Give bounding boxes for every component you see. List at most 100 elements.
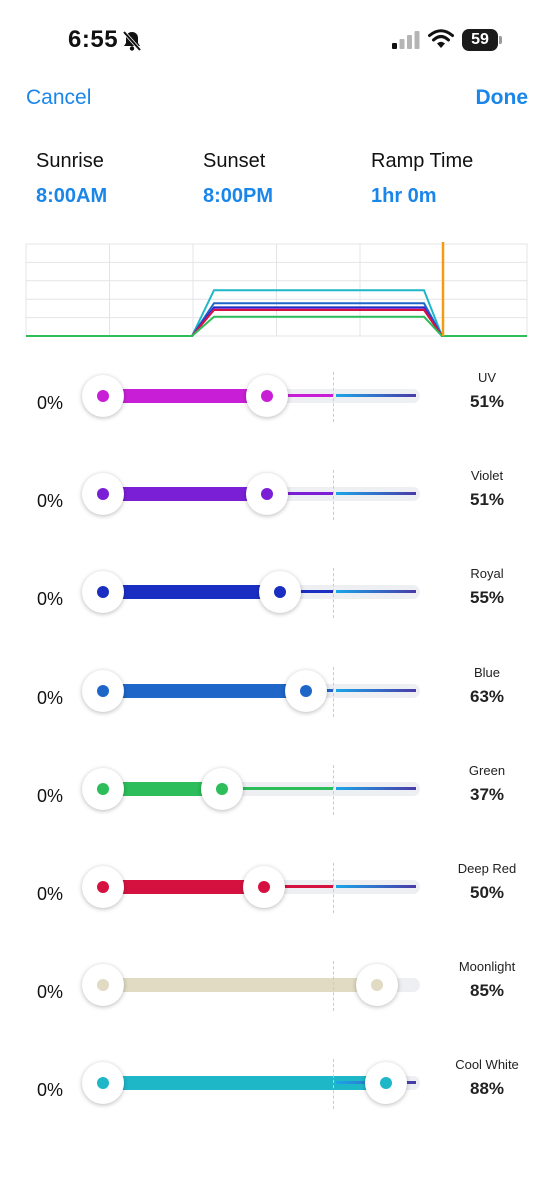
channel-divider <box>333 863 334 913</box>
sunset-value[interactable]: 8:00PM <box>203 185 274 207</box>
channel-night-line <box>336 786 416 790</box>
channel-name: Cool White <box>455 1057 519 1073</box>
handle-dot <box>370 979 383 992</box>
channel-min-label: 0% <box>37 1080 64 1101</box>
max-slider-handle[interactable] <box>243 866 285 908</box>
bell-slash-icon <box>122 30 142 52</box>
channel-min-label: 0% <box>37 982 64 1003</box>
handle-dot <box>97 979 109 992</box>
max-slider-handle[interactable] <box>259 571 302 614</box>
channel-divider <box>333 372 334 422</box>
handle-dot <box>97 488 109 501</box>
channel-divider <box>333 470 334 521</box>
chart-series-line <box>26 315 527 337</box>
channel-name: Deep Red <box>457 861 517 876</box>
handle-dot <box>299 684 312 697</box>
channel-min-label: 0% <box>37 589 64 610</box>
min-slider-handle[interactable] <box>82 866 124 908</box>
done-button[interactable]: Done <box>475 86 529 109</box>
channel-max-value: 55% <box>469 588 505 608</box>
channel-max-value: 51% <box>469 490 505 510</box>
channel-range-fill <box>102 683 306 698</box>
channel-min-label: 0% <box>37 785 64 806</box>
channel-name: Green <box>468 762 506 778</box>
handle-dot <box>97 390 109 402</box>
sunset-label: Sunset <box>203 150 266 172</box>
battery-level: 59 <box>462 29 498 51</box>
channel-row-blue: 0% Blue 63% <box>0 655 553 753</box>
handle-dot <box>261 488 274 501</box>
max-slider-handle[interactable] <box>284 669 327 712</box>
min-slider-handle[interactable] <box>82 964 124 1007</box>
ramp-time-label: Ramp Time <box>371 150 474 172</box>
channel-night-line <box>336 885 416 888</box>
ramp-time-value[interactable]: 1hr 0m <box>371 185 437 207</box>
sunrise-value[interactable]: 8:00AM <box>36 185 108 207</box>
max-slider-handle[interactable] <box>246 375 289 417</box>
max-slider-handle[interactable] <box>201 767 244 810</box>
ramp-time-setting[interactable]: Ramp Time 1hr 0m <box>371 150 473 208</box>
min-slider-handle[interactable] <box>82 767 124 810</box>
channel-min-label: 0% <box>37 884 64 904</box>
status-time: 6:55 <box>68 26 119 53</box>
sunset-setting[interactable]: Sunset 8:00PM <box>203 150 273 208</box>
min-slider-handle[interactable] <box>82 375 124 417</box>
channel-name: Royal <box>470 566 504 582</box>
channel-night-line <box>336 492 416 496</box>
channel-ramp-line <box>267 394 333 397</box>
min-slider-handle[interactable] <box>82 669 124 712</box>
channel-min-label: 0% <box>37 687 64 708</box>
channel-max-value: 88% <box>469 1079 505 1099</box>
channel-night-line <box>336 590 416 594</box>
cancel-button[interactable]: Cancel <box>26 86 92 109</box>
min-slider-handle[interactable] <box>82 571 124 614</box>
channel-range-fill <box>102 487 268 502</box>
channel-range-fill <box>102 585 281 600</box>
channel-divider <box>333 764 334 815</box>
sunrise-setting[interactable]: Sunrise 8:00AM <box>36 150 107 208</box>
channel-divider <box>333 961 334 1012</box>
channel-range-fill <box>102 389 268 403</box>
channel-range-fill <box>102 978 377 993</box>
min-slider-handle[interactable] <box>82 1062 124 1105</box>
handle-dot <box>258 881 270 893</box>
channel-ramp-line <box>280 590 333 594</box>
channel-ramp-line <box>222 786 333 790</box>
channel-row-uv: 0% UV 51% <box>0 360 553 458</box>
channel-name: Moonlight <box>458 959 516 975</box>
sunrise-label: Sunrise <box>36 150 104 172</box>
channel-row-moonlight: 0% Moonlight 85% <box>0 949 553 1047</box>
channel-range-fill <box>102 1076 387 1091</box>
handle-dot <box>97 586 109 599</box>
channel-row-violet: 0% Violet 51% <box>0 458 553 556</box>
wifi-icon <box>428 29 454 48</box>
channel-max-value: 37% <box>469 784 505 804</box>
channel-divider <box>333 1059 334 1110</box>
handle-dot <box>97 684 109 697</box>
channel-row-cool-white: 0% Cool White 88% <box>0 1047 553 1145</box>
cellular-signal-icon <box>392 31 420 49</box>
channel-row-royal: 0% Royal 55% <box>0 556 553 654</box>
channel-divider <box>333 666 334 717</box>
handle-dot <box>97 1077 109 1090</box>
min-slider-handle[interactable] <box>82 473 124 516</box>
light-schedule-chart <box>25 242 528 337</box>
channel-night-line <box>336 688 416 692</box>
channel-name: UV <box>477 370 497 385</box>
battery-icon: 59 <box>462 29 502 51</box>
handle-dot <box>380 1077 393 1090</box>
channel-row-green: 0% Green 37% <box>0 753 553 851</box>
handle-dot <box>261 390 274 402</box>
max-slider-handle[interactable] <box>365 1062 408 1105</box>
max-slider-handle[interactable] <box>355 964 398 1007</box>
channel-max-value: 63% <box>469 686 505 706</box>
max-slider-handle[interactable] <box>246 473 289 516</box>
channel-max-value: 50% <box>469 883 505 902</box>
handle-dot <box>274 586 287 599</box>
channel-name: Blue <box>473 664 501 680</box>
handle-dot <box>216 782 229 795</box>
channel-night-line <box>336 394 416 397</box>
channel-divider <box>333 568 334 619</box>
channel-row-deep-red: 0% Deep Red 50% <box>0 851 553 949</box>
channel-range-fill <box>102 880 264 894</box>
